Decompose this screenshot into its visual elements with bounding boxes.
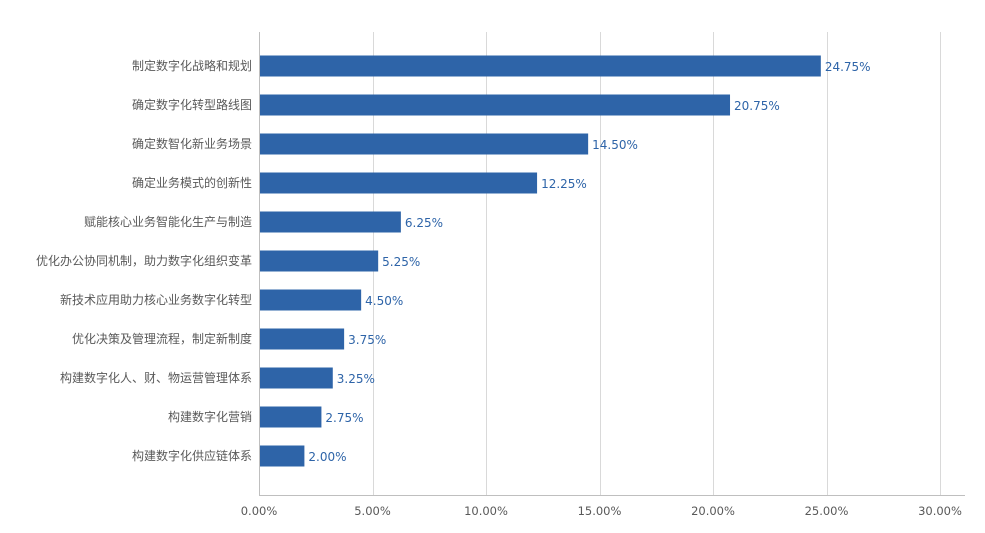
data-label: 24.75% xyxy=(825,60,871,74)
data-label: 20.75% xyxy=(734,99,780,113)
axes xyxy=(259,32,965,496)
bar xyxy=(260,94,731,116)
data-label: 12.25% xyxy=(541,177,587,191)
data-labels: 24.75% 20.75% 14.50% 12.25% 6.25% 5.25% 4.50% 3… xyxy=(308,60,870,464)
data-label: 3.25% xyxy=(337,372,375,386)
category-label: 确定数智化新业务场景 xyxy=(132,136,252,151)
bar xyxy=(260,172,538,194)
x-tick-label: 20.00% xyxy=(691,504,735,518)
x-tick-label: 5.00% xyxy=(354,504,391,518)
x-tick-label: 15.00% xyxy=(578,504,622,518)
x-tick-label: 25.00% xyxy=(805,504,849,518)
category-label: 赋能核心业务智能化生产与制造 xyxy=(84,214,252,229)
category-label: 确定业务模式的创新性 xyxy=(132,175,252,190)
x-tick-label: 0.00% xyxy=(241,504,278,518)
data-label: 2.00% xyxy=(308,450,346,464)
bars xyxy=(260,55,821,467)
data-label: 14.50% xyxy=(592,138,638,152)
bar xyxy=(260,55,821,77)
category-label: 制定数字化战略和规划 xyxy=(132,58,252,73)
data-label: 3.75% xyxy=(348,333,386,347)
category-label: 确定数字化转型路线图 xyxy=(132,97,252,112)
category-label: 构建数字化营销 xyxy=(168,409,252,424)
category-label: 构建数字化供应链体系 xyxy=(132,448,252,463)
bar xyxy=(260,133,589,155)
category-labels: 制定数字化战略和规划确定数字化转型路线图确定数智化新业务场景确定业务模式的创新性… xyxy=(36,58,252,463)
bar xyxy=(260,406,322,428)
bar xyxy=(260,367,333,389)
x-tick-label: 10.00% xyxy=(464,504,508,518)
category-label: 新技术应用助力核心业务数字化转型 xyxy=(60,292,252,307)
category-label: 优化办公协同机制，助力数字化组织变革 xyxy=(36,253,252,268)
x-tick-label: 30.00% xyxy=(918,504,962,518)
x-axis-tick-labels: 0.00% 5.00% 10.00% 15.00% 20.00% 25.00% 30.00% xyxy=(241,504,962,518)
bar xyxy=(260,328,345,350)
bar xyxy=(260,211,401,233)
data-label: 6.25% xyxy=(405,216,443,230)
data-label: 5.25% xyxy=(382,255,420,269)
category-label: 构建数字化人、财、物运营管理体系 xyxy=(60,370,252,385)
bar xyxy=(260,445,305,467)
data-label: 4.50% xyxy=(365,294,403,308)
data-label: 2.75% xyxy=(325,411,363,425)
category-label: 优化决策及管理流程，制定新制度 xyxy=(72,331,252,346)
bar xyxy=(260,289,362,311)
bar xyxy=(260,250,379,272)
